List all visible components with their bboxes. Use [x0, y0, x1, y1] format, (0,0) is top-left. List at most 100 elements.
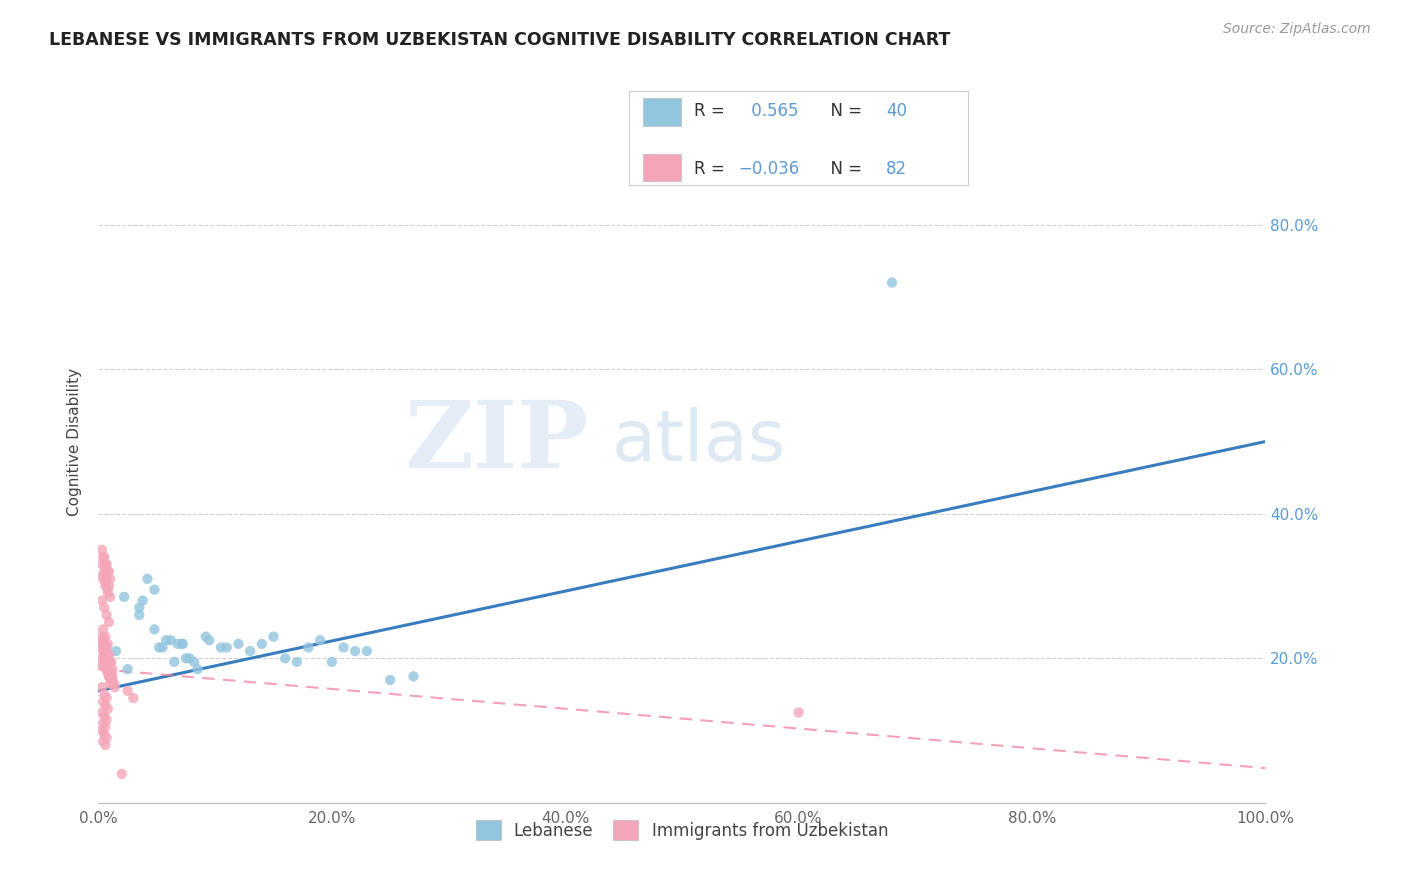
Point [91, 633, 114, 648]
Point [90, 651, 112, 665]
Text: 82: 82 [886, 161, 907, 178]
Point [94, 720, 117, 734]
Point [93, 565, 115, 579]
Point [880, 276, 903, 290]
Point [215, 640, 238, 655]
Point [101, 669, 124, 683]
Text: N =: N = [820, 161, 868, 178]
Point [112, 590, 135, 604]
Point [297, 640, 319, 655]
Point [93, 687, 115, 701]
Point [148, 640, 170, 655]
Point [96, 662, 118, 676]
Point [90, 593, 112, 607]
Point [90, 558, 112, 572]
Text: ZIP: ZIP [405, 397, 589, 486]
Point [104, 680, 127, 694]
Legend: Lebanese, Immigrants from Uzbekistan: Lebanese, Immigrants from Uzbekistan [467, 812, 897, 848]
Point [93, 658, 115, 673]
Point [96, 651, 118, 665]
Text: Source: ZipAtlas.com: Source: ZipAtlas.com [1223, 22, 1371, 37]
Point [97, 565, 120, 579]
Point [98, 572, 121, 586]
Point [97, 665, 120, 680]
Point [166, 637, 188, 651]
Point [96, 713, 118, 727]
Point [93, 644, 115, 658]
FancyBboxPatch shape [644, 98, 681, 126]
Point [97, 579, 120, 593]
Point [172, 637, 194, 651]
Point [136, 572, 159, 586]
Point [380, 673, 402, 687]
Point [94, 630, 117, 644]
Point [787, 706, 810, 720]
Point [321, 655, 343, 669]
Point [159, 633, 181, 648]
Point [143, 623, 166, 637]
Point [97, 648, 120, 662]
Point [91, 644, 114, 658]
Point [152, 640, 174, 655]
Point [103, 676, 125, 690]
Point [90, 630, 112, 644]
Point [90, 637, 112, 651]
Point [128, 607, 150, 622]
Point [91, 734, 114, 748]
Point [344, 644, 367, 658]
Point [94, 579, 117, 593]
Text: 40: 40 [886, 103, 907, 120]
Text: N =: N = [820, 103, 868, 120]
Point [179, 651, 201, 665]
Point [209, 640, 232, 655]
Point [402, 669, 425, 683]
Point [100, 673, 122, 687]
Point [91, 568, 114, 582]
Point [94, 640, 117, 655]
Point [98, 655, 121, 669]
Point [103, 676, 125, 690]
Point [96, 731, 118, 745]
Point [94, 558, 117, 572]
Point [97, 648, 120, 662]
Point [117, 683, 139, 698]
Point [97, 658, 120, 673]
Point [96, 640, 118, 655]
Point [97, 669, 120, 683]
Point [94, 738, 117, 752]
Point [93, 651, 115, 665]
Point [94, 698, 117, 713]
Point [122, 691, 145, 706]
Point [100, 665, 122, 680]
Point [97, 669, 120, 683]
Point [93, 709, 115, 723]
Point [93, 637, 115, 651]
Point [98, 665, 121, 680]
Point [90, 658, 112, 673]
Point [93, 550, 115, 565]
Point [94, 655, 117, 669]
Point [93, 727, 115, 741]
Text: 0.565: 0.565 [747, 103, 799, 120]
Point [228, 637, 250, 651]
Point [194, 630, 217, 644]
Point [97, 655, 120, 669]
Point [239, 644, 262, 658]
Point [163, 655, 186, 669]
Point [96, 572, 118, 586]
Point [172, 637, 194, 651]
Point [285, 655, 308, 669]
Point [97, 582, 120, 597]
Point [97, 565, 120, 579]
Text: R =: R = [693, 161, 730, 178]
Point [97, 637, 120, 651]
Point [90, 542, 112, 557]
Point [96, 691, 118, 706]
Point [94, 575, 117, 590]
Point [250, 637, 273, 651]
Point [91, 716, 114, 731]
Point [93, 600, 115, 615]
Point [94, 648, 117, 662]
Point [97, 702, 120, 716]
Point [90, 680, 112, 694]
